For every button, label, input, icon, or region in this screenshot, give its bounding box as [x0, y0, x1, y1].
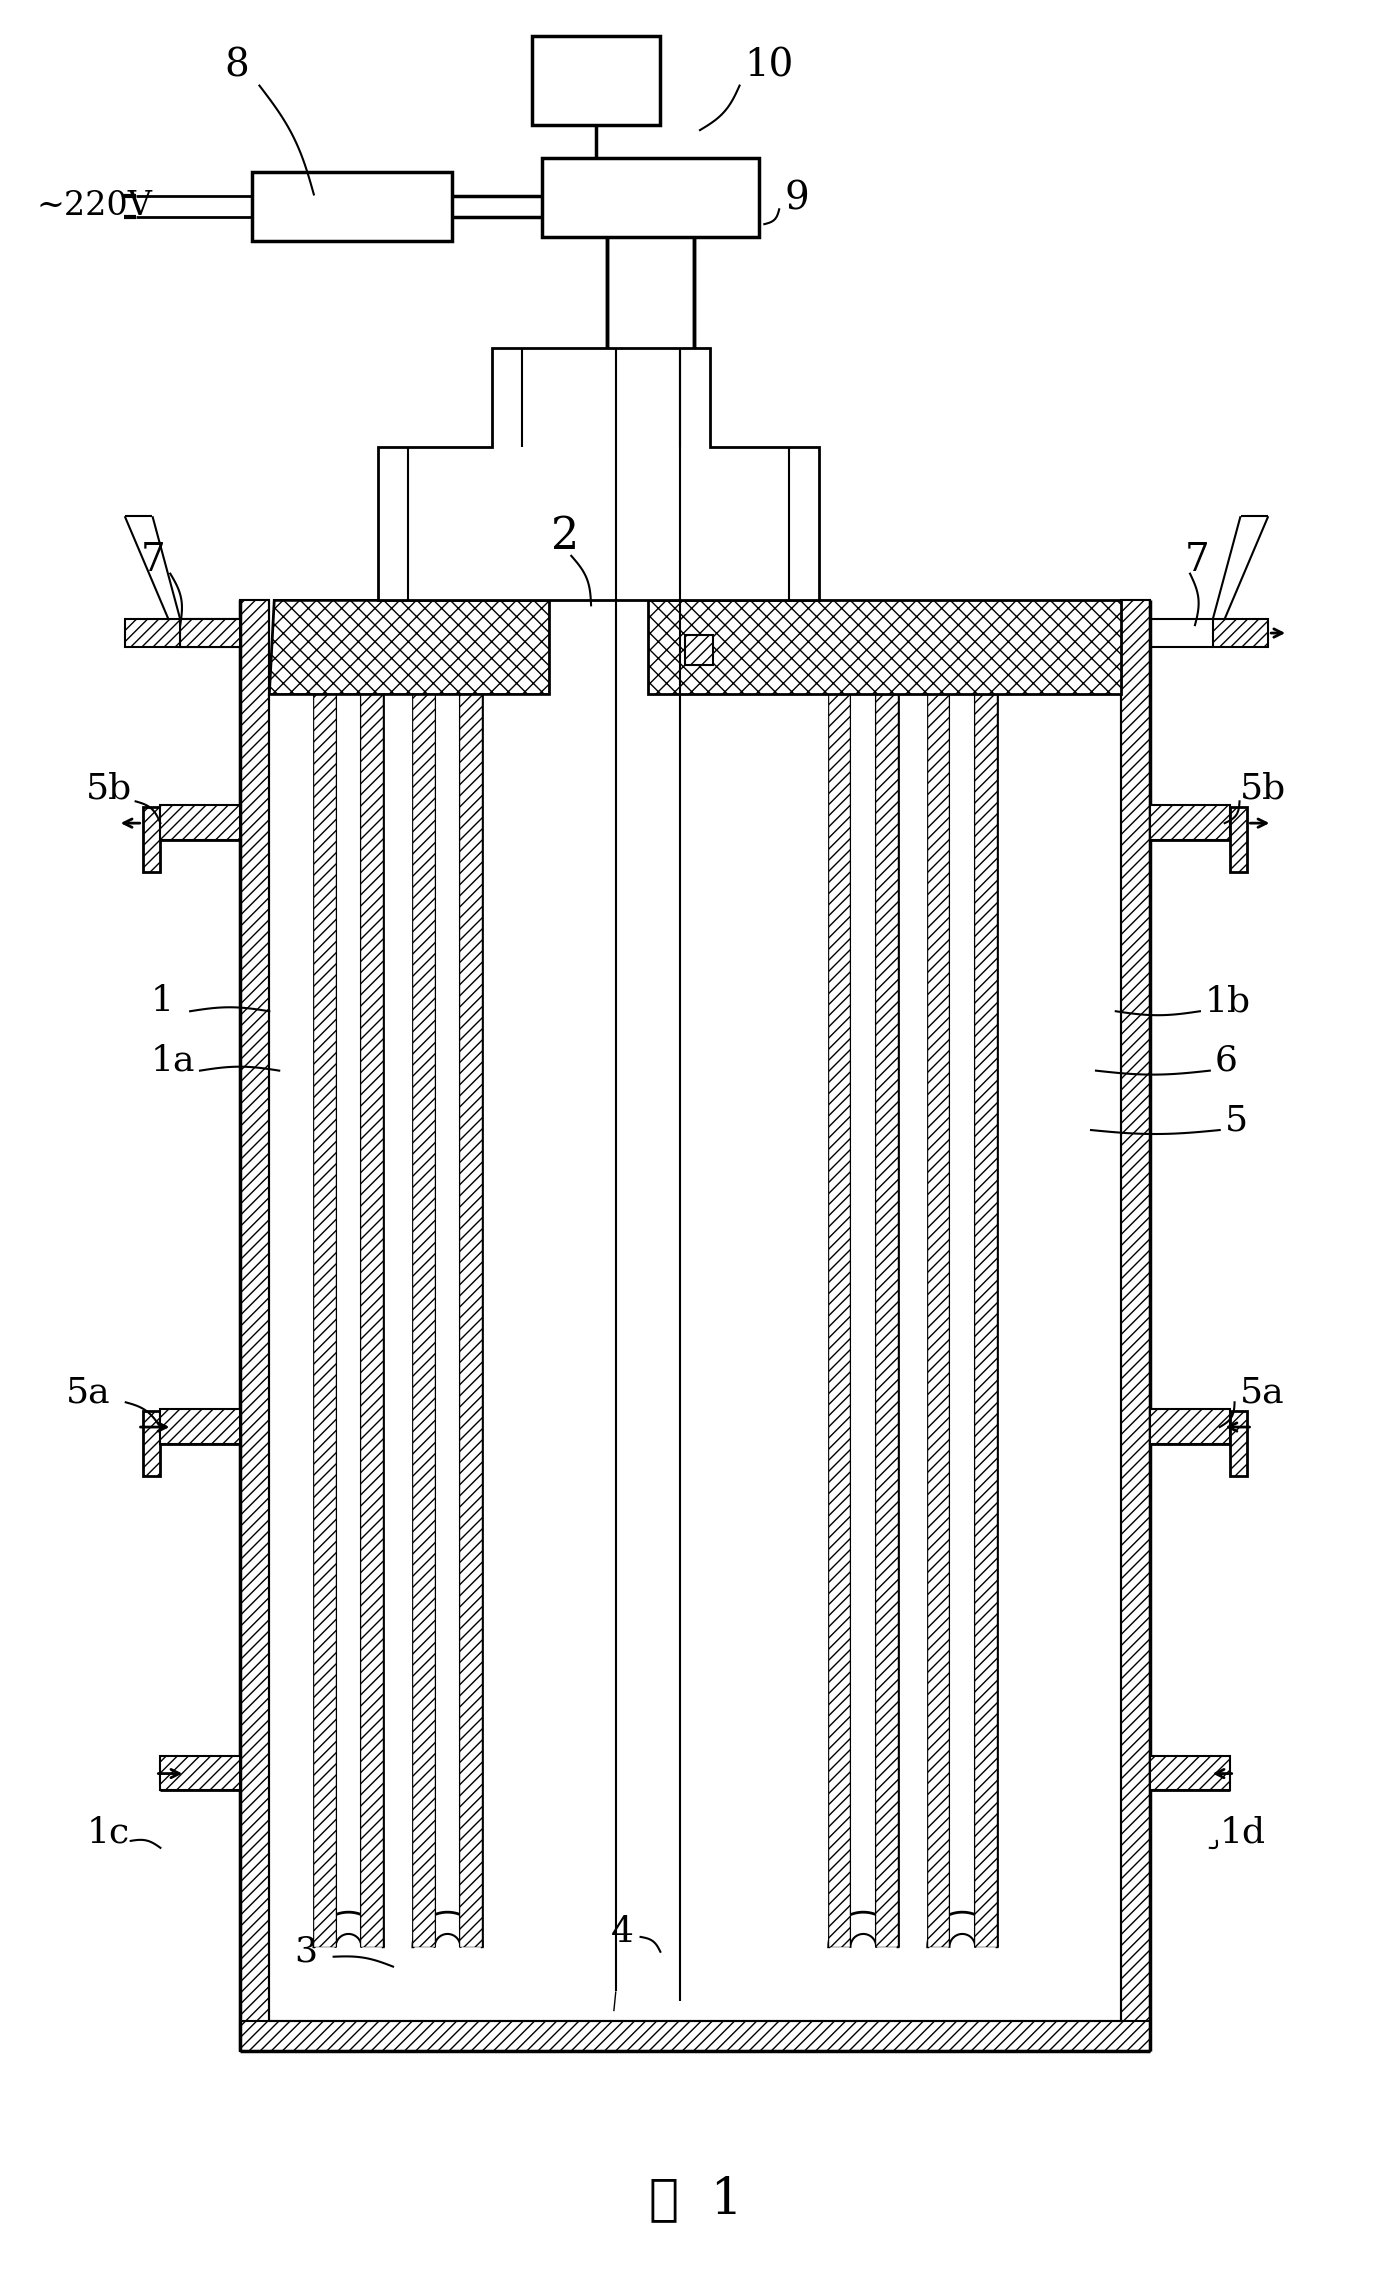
Polygon shape	[379, 347, 819, 601]
Text: 4: 4	[612, 1915, 634, 1949]
Bar	[685, 635, 713, 665]
Text: 1d: 1d	[1220, 1815, 1266, 1849]
Bar	[160, 1409, 240, 1443]
Polygon shape	[269, 601, 549, 694]
Bar	[240, 2022, 1151, 2051]
Text: 7: 7	[141, 542, 166, 579]
Bar	[928, 681, 950, 1947]
Bar	[1151, 1409, 1230, 1443]
Text: 10: 10	[744, 48, 794, 84]
Text: 3: 3	[294, 1935, 318, 1969]
Bar	[125, 619, 180, 647]
Text: 5a: 5a	[67, 1375, 111, 1409]
Text: 1: 1	[150, 985, 174, 1019]
Bar	[240, 601, 269, 2051]
Bar	[1230, 808, 1248, 871]
Text: 8: 8	[224, 48, 249, 84]
Bar	[1151, 1756, 1230, 1790]
Text: 5b: 5b	[1240, 771, 1286, 805]
Bar	[975, 681, 997, 1947]
Text: 5: 5	[1224, 1103, 1248, 1137]
Text: ~220V: ~220V	[36, 191, 152, 222]
Text: 图  1: 图 1	[649, 2174, 742, 2224]
Bar	[460, 681, 482, 1947]
Bar	[160, 1756, 240, 1790]
Bar	[1151, 805, 1230, 840]
Bar	[542, 159, 759, 236]
Bar	[313, 681, 336, 1947]
Bar	[361, 681, 383, 1947]
Bar	[142, 1411, 160, 1475]
Bar	[180, 619, 240, 647]
Bar	[829, 681, 851, 1947]
Text: 6: 6	[1215, 1044, 1237, 1078]
Bar	[1213, 619, 1268, 647]
Text: 7: 7	[1185, 542, 1211, 579]
Text: 1c: 1c	[86, 1815, 130, 1849]
Text: 1b: 1b	[1205, 985, 1251, 1019]
Bar	[1121, 601, 1151, 2051]
Bar	[252, 172, 453, 241]
Text: 9: 9	[784, 182, 809, 218]
Bar	[412, 681, 435, 1947]
Text: 5a: 5a	[1240, 1375, 1284, 1409]
Text: 2: 2	[552, 515, 579, 558]
Bar	[160, 805, 240, 840]
Polygon shape	[649, 601, 1121, 694]
Text: 1a: 1a	[150, 1044, 195, 1078]
Bar	[1230, 1411, 1248, 1475]
Bar	[876, 681, 898, 1947]
Text: 5b: 5b	[86, 771, 132, 805]
Bar	[532, 36, 660, 125]
Bar	[142, 808, 160, 871]
